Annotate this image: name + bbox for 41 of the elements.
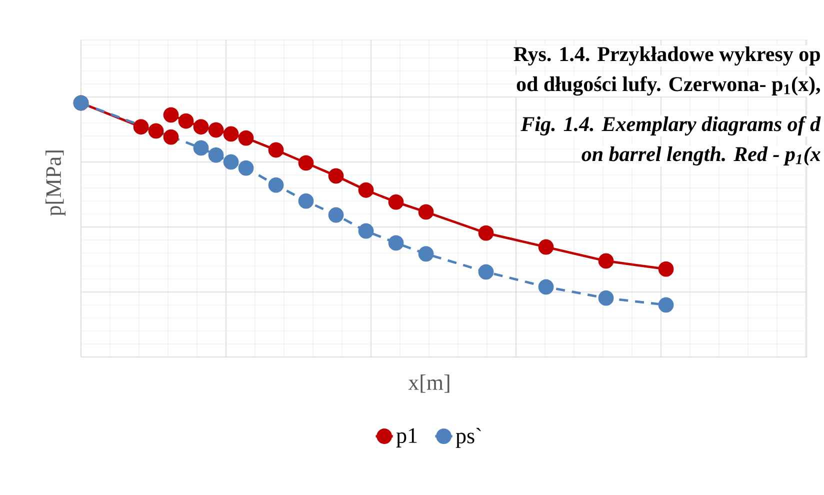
point	[238, 160, 254, 176]
point	[133, 119, 149, 135]
text: od długości lufy. Czerwona- p$_{1}$(x),	[516, 76, 820, 96]
point	[238, 130, 254, 146]
x-axis-title: x[m]	[408, 374, 450, 393]
point	[538, 239, 554, 255]
point	[193, 140, 209, 156]
text: on barrel length. Red - p$_{1}$(x	[582, 146, 820, 166]
point	[223, 154, 239, 170]
point	[163, 107, 179, 123]
point	[478, 225, 494, 241]
point	[208, 122, 224, 138]
legend-label: ps`	[456, 428, 481, 448]
point	[268, 177, 284, 193]
point	[178, 113, 194, 129]
point	[478, 264, 494, 280]
point	[328, 207, 344, 223]
point	[358, 223, 374, 239]
point	[148, 123, 164, 139]
point	[298, 193, 314, 209]
point	[418, 246, 434, 262]
point	[388, 194, 404, 210]
point	[418, 204, 434, 220]
legend-label: p1	[396, 428, 417, 448]
point	[208, 147, 224, 163]
point	[193, 119, 209, 135]
text: Rys. 1.4. Przykładowe wykresy op	[514, 46, 820, 66]
point	[268, 142, 284, 158]
point	[598, 290, 614, 306]
point	[388, 235, 404, 251]
point	[358, 182, 374, 198]
annotation: Fig. 1.4. Exemplary diagrams of d	[520, 116, 821, 136]
point	[598, 253, 614, 269]
point	[163, 129, 179, 145]
point	[298, 155, 314, 171]
point	[658, 297, 674, 313]
point	[538, 279, 554, 295]
point	[223, 126, 239, 142]
point	[328, 168, 344, 184]
point	[658, 261, 674, 277]
y-axis-title: p[MPa]	[46, 150, 66, 216]
